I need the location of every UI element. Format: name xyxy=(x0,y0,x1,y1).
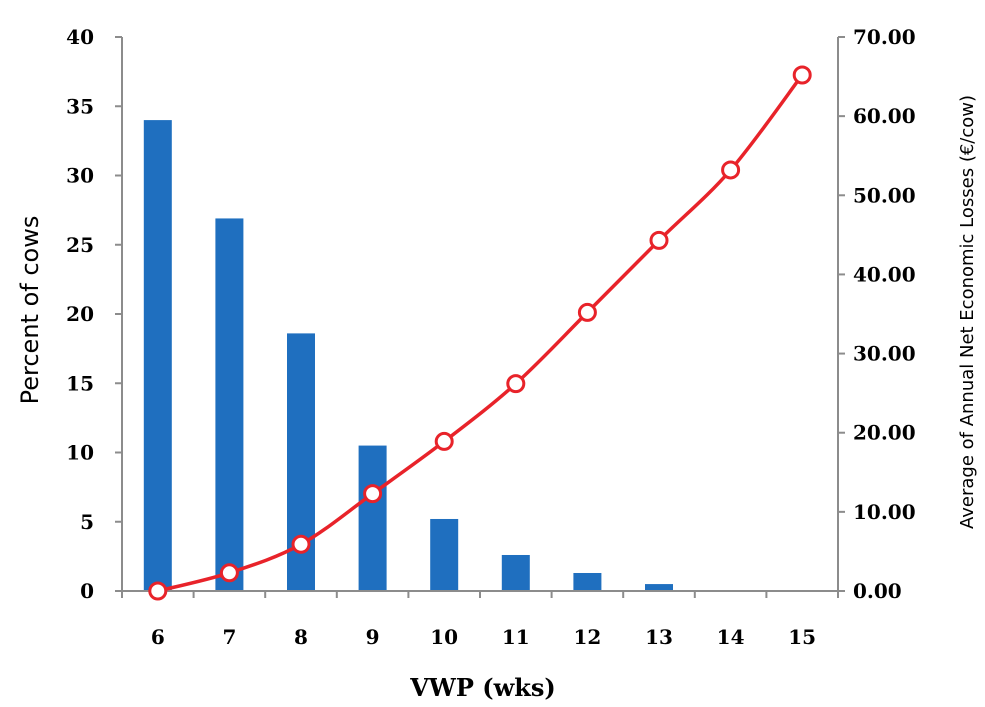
y-tick-left-label: 25 xyxy=(66,233,94,257)
line-point-6 xyxy=(148,581,168,601)
x-tick-label: 9 xyxy=(366,625,380,649)
x-tick-label: 14 xyxy=(717,625,745,649)
y-tick-left-label: 15 xyxy=(66,371,94,395)
bar-6 xyxy=(143,120,172,591)
y-tick-left-label: 5 xyxy=(80,510,94,534)
bar-7 xyxy=(215,218,244,591)
x-tick-label: 13 xyxy=(645,625,673,649)
bar-11 xyxy=(501,554,530,591)
line-point-9 xyxy=(363,484,383,504)
line-point-11 xyxy=(506,374,526,394)
x-tick-label: 11 xyxy=(502,625,530,649)
y-tick-right-label: 70.00 xyxy=(853,25,916,49)
y-tick-left-label: 40 xyxy=(66,25,94,49)
y-tick-left-label: 10 xyxy=(66,441,94,465)
bars-group xyxy=(143,120,673,591)
loss-line xyxy=(157,73,804,593)
line-group xyxy=(148,65,812,601)
line-point-7 xyxy=(219,563,239,583)
x-axis-title: VWP (wks) xyxy=(409,673,556,702)
y-tick-right-label: 0.00 xyxy=(853,579,902,603)
y-tick-right-label: 60.00 xyxy=(853,104,916,128)
line-point-15 xyxy=(792,65,812,85)
line-point-14 xyxy=(721,160,741,180)
x-tick-label: 15 xyxy=(788,625,816,649)
y-tick-right-label: 30.00 xyxy=(853,342,916,366)
y-tick-right-label: 50.00 xyxy=(853,183,916,207)
bar-13 xyxy=(645,584,673,591)
line-point-13 xyxy=(649,230,669,250)
y-tick-left-label: 35 xyxy=(66,94,94,118)
bar-12 xyxy=(573,572,602,591)
bar-9 xyxy=(358,445,387,591)
x-tick-label: 8 xyxy=(294,625,308,649)
bar-10 xyxy=(430,518,459,591)
ticks-group: 0 5 10 15 20 25 30 35 40 0.00 10.00 20.00 30.00 40.00… xyxy=(66,25,915,649)
y-tick-left-label: 20 xyxy=(66,302,94,326)
line-point-12 xyxy=(577,302,597,322)
y-axis-title-right: Average of Annual Net Economic Losses (€… xyxy=(957,95,978,529)
x-tick-label: 12 xyxy=(573,625,601,649)
line-point-10 xyxy=(434,431,454,451)
y-tick-right-label: 20.00 xyxy=(853,421,916,445)
x-tick-label: 6 xyxy=(151,625,165,649)
x-tick-label: 10 xyxy=(430,625,458,649)
y-tick-left-label: 30 xyxy=(66,164,94,188)
line-point-8 xyxy=(291,534,311,554)
x-tick-label: 7 xyxy=(222,625,236,649)
y-axis-title-left: Percent of cows xyxy=(16,216,44,405)
y-tick-right-label: 10.00 xyxy=(853,500,916,524)
y-tick-right-label: 40.00 xyxy=(853,262,916,286)
y-tick-left-label: 0 xyxy=(80,579,94,603)
